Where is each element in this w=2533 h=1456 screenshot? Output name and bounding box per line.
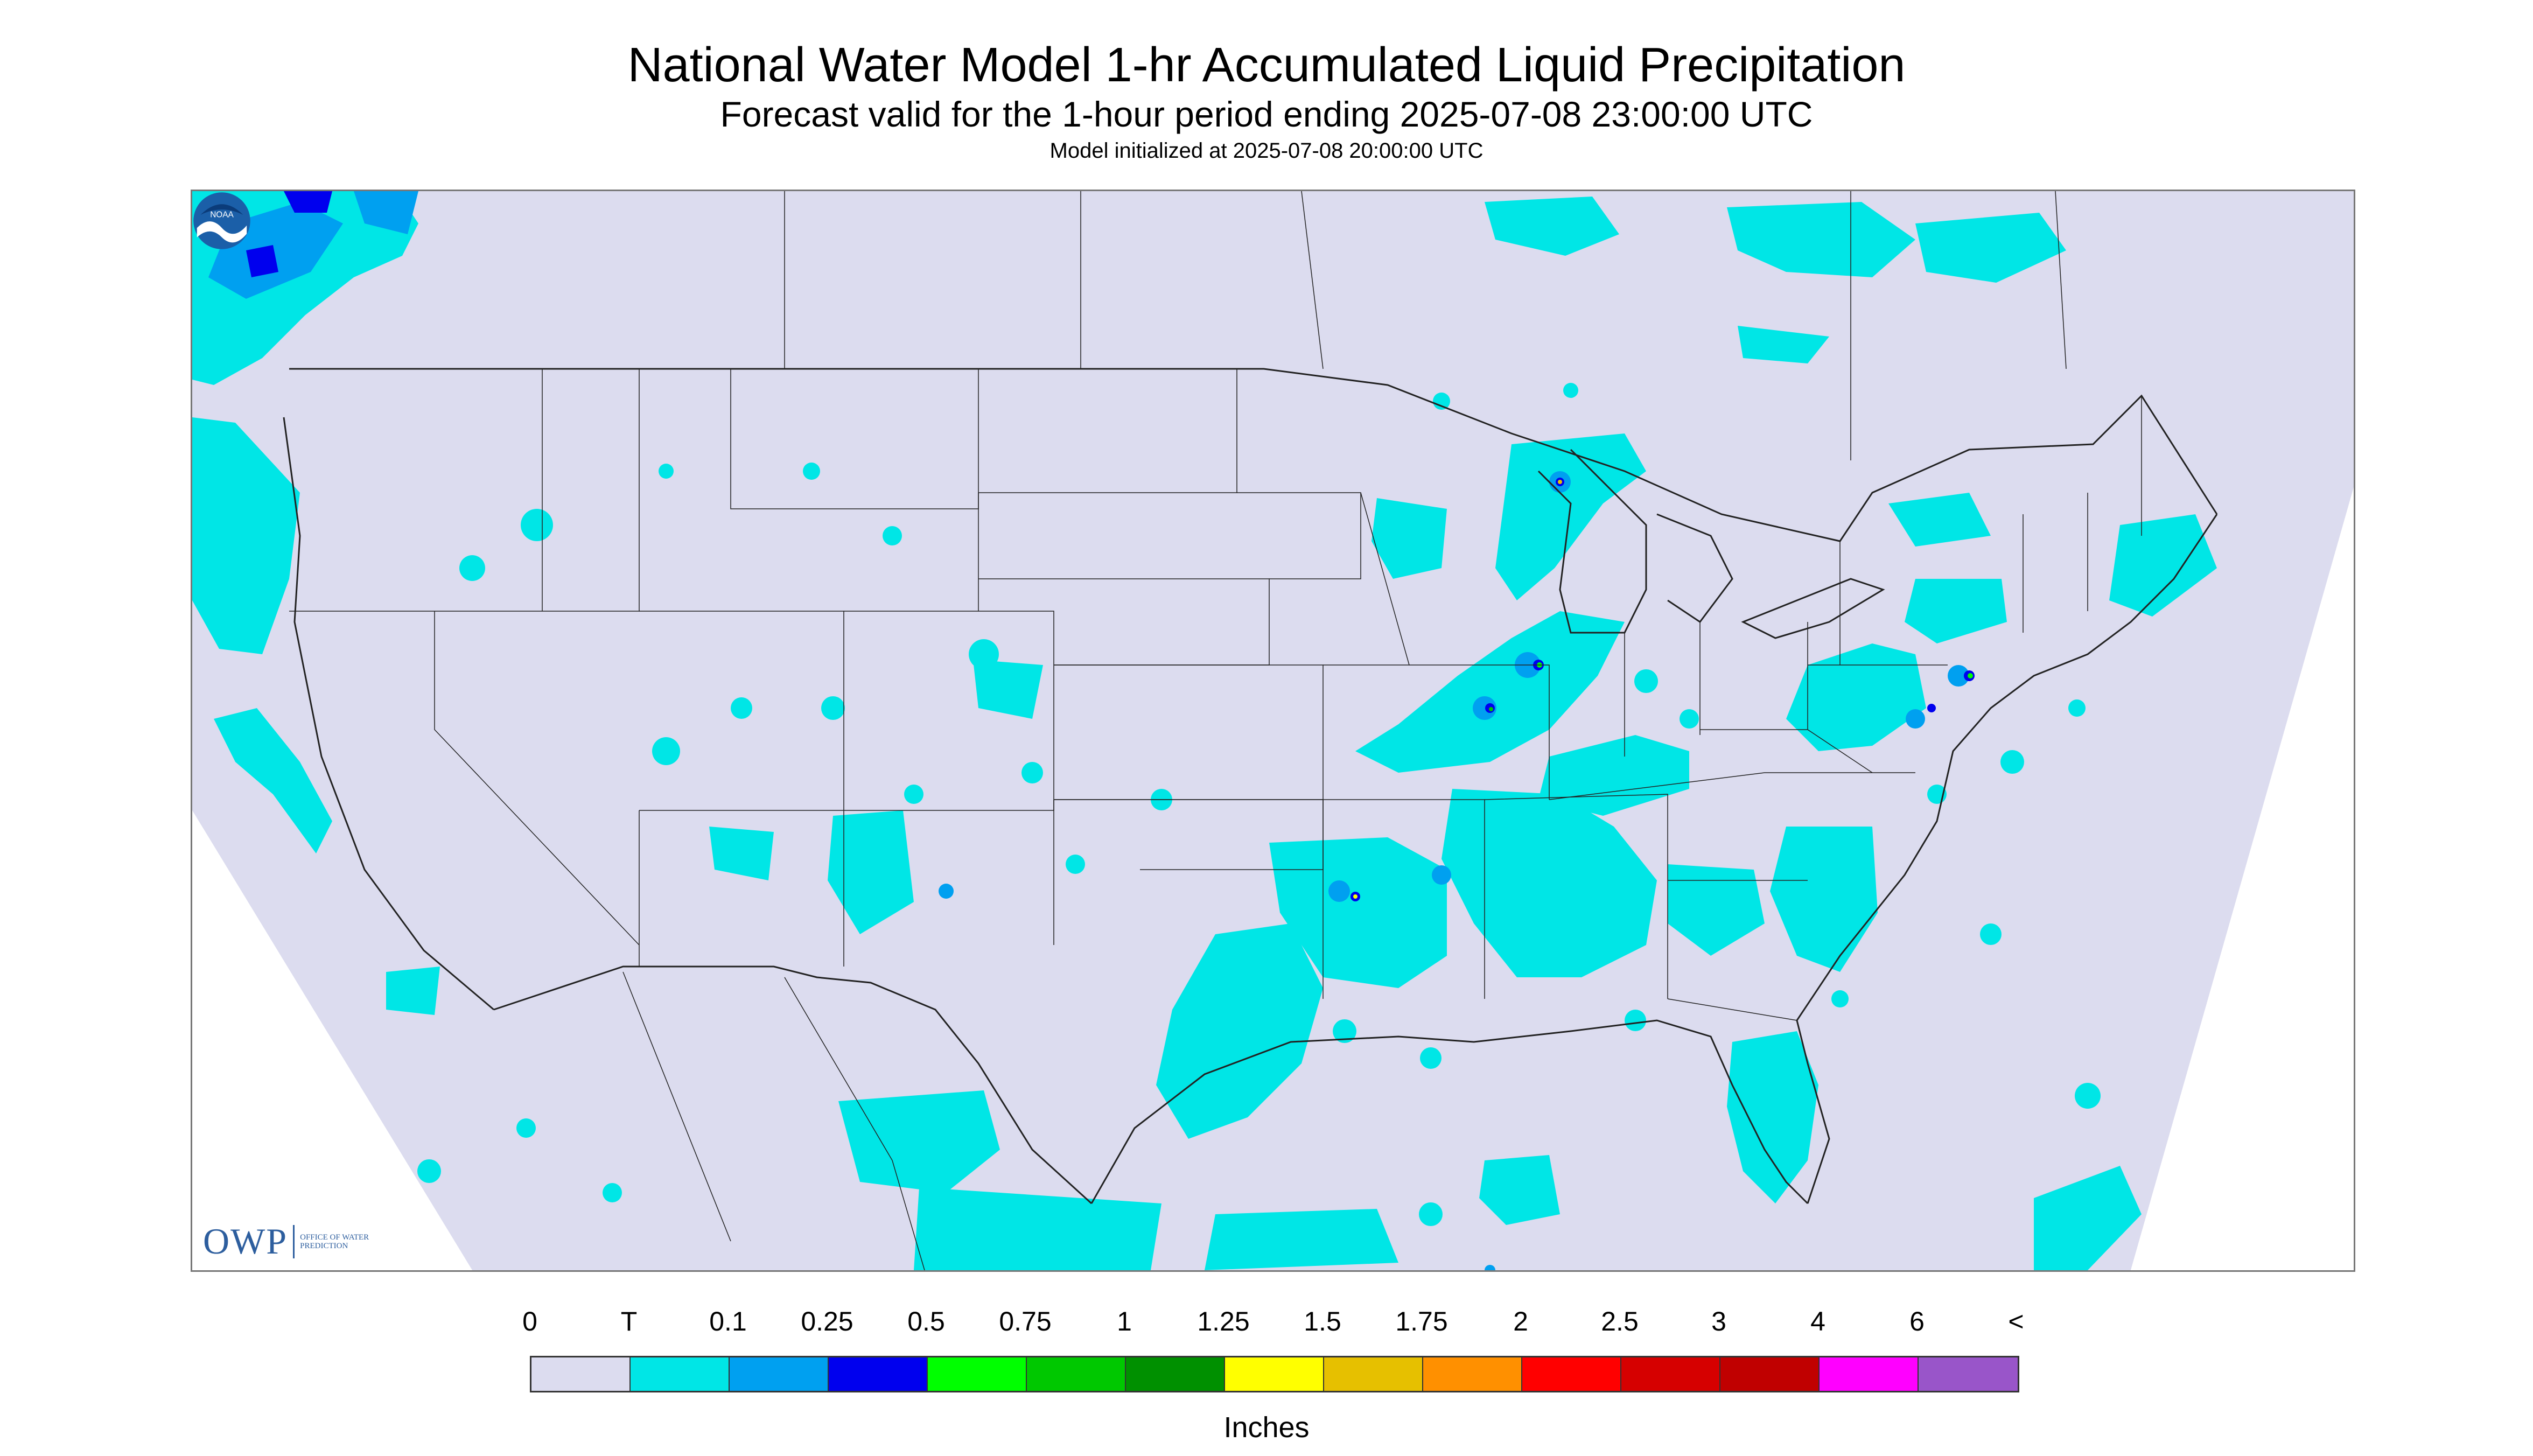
owp-logo-divider [293, 1224, 295, 1258]
legend-label: 0.75 [999, 1306, 1052, 1336]
precip-bc-heavy [284, 191, 332, 213]
legend-label: 1 [1117, 1306, 1132, 1336]
legend-label: 1.5 [1304, 1306, 1341, 1336]
color-legend [530, 1356, 2019, 1392]
legend-swatch [1919, 1357, 2018, 1391]
precip-az [709, 827, 774, 880]
precip-ca-coast [214, 708, 332, 853]
legend-swatch [1720, 1357, 1820, 1391]
precip-bc-heavy-2 [246, 245, 278, 277]
legend-swatch [631, 1357, 730, 1391]
us-mexico-border [493, 965, 1093, 1205]
noaa-logo-text: NOAA [210, 210, 234, 219]
precip-georgia [1668, 864, 1765, 956]
legend-label: 1.75 [1395, 1306, 1448, 1336]
legend-label: < [2008, 1306, 2024, 1336]
precip-upper-mi [1495, 433, 1646, 600]
owp-logo-letters: OWP [203, 1221, 288, 1262]
pacific-coast [283, 417, 494, 1011]
legend-label: T [620, 1306, 638, 1336]
precip-pa-ny [1905, 579, 2007, 643]
precip-canada-nw [1485, 197, 1619, 256]
precipitation-map: OWP OFFICE OF WATER PREDICTION NOAA [191, 190, 2355, 1272]
legend-label: 6 [1909, 1306, 1925, 1336]
gulf-coast [1090, 1019, 1809, 1205]
precip-atlantic-e [2034, 1166, 2142, 1270]
legend-label: 2.5 [1601, 1306, 1639, 1336]
legend-swatch [1324, 1357, 1423, 1391]
precip-mex-sw [838, 1090, 1000, 1193]
legend-swatch [1027, 1357, 1126, 1391]
precip-mid-atlantic [1786, 643, 1926, 751]
precip-bc-coast [192, 417, 300, 654]
legend-swatch [730, 1357, 829, 1391]
precip-canada-n [1727, 202, 1915, 277]
map-title: National Water Model 1-hr Accumulated Li… [627, 38, 1906, 92]
legend-label: 4 [1810, 1306, 1825, 1336]
precip-florida [1727, 1031, 1818, 1203]
forecast-valid-subtitle: Forecast valid for the 1-hour period end… [720, 94, 1813, 134]
precip-co [973, 660, 1043, 719]
precip-tn-valley [1442, 789, 1657, 977]
legend-swatch [928, 1357, 1027, 1391]
precip-mex-s [914, 1187, 1161, 1270]
legend-swatch [1820, 1357, 1919, 1391]
us-canada-border [289, 368, 2218, 542]
precip-baja-gulf [386, 967, 440, 1015]
precip-gulf-south [1479, 1155, 1560, 1225]
legend-units: Inches [1223, 1411, 1310, 1444]
precip-ohio-valley [1538, 735, 1689, 816]
precip-yucatan-gulf [1205, 1209, 1398, 1270]
precip-ontario [1738, 326, 1829, 363]
precip-carolinas [1770, 827, 1878, 972]
legend-label: 0 [522, 1306, 537, 1336]
legend-labels: 0 T 0.1 0.25 0.5 0.75 1 1.25 1.5 1.75 2 2.5 3 4 6 < [0, 1306, 2533, 1343]
precip-texas-coast [1156, 923, 1323, 1139]
noaa-logo: NOAA [193, 192, 250, 249]
great-lakes-huron [1656, 513, 1733, 624]
legend-swatch [531, 1357, 631, 1391]
atlantic-coast [1796, 514, 2218, 1204]
owp-logo: OWP OFFICE OF WATER PREDICTION [203, 1220, 381, 1263]
owp-logo-text: OFFICE OF WATER PREDICTION [300, 1233, 369, 1250]
precip-bc-inner [354, 191, 418, 234]
great-lakes-erie [1741, 578, 1885, 639]
legend-swatch [1522, 1357, 1621, 1391]
legend-swatch [1225, 1357, 1324, 1391]
legend-label: 0.5 [907, 1306, 945, 1336]
precip-ny-canal [1888, 493, 1991, 547]
legend-swatch [829, 1357, 928, 1391]
legend-label: 0.25 [801, 1306, 853, 1336]
legend-label: 1.25 [1197, 1306, 1250, 1336]
precip-new-england [2109, 514, 2217, 617]
precip-wisconsin [1372, 498, 1447, 579]
trace-precip-areas [192, 191, 2217, 1270]
model-init-text: Model initialized at 2025-07-08 20:00:00… [1049, 139, 1484, 163]
state-lines [289, 191, 2142, 1270]
model-domain [192, 191, 2354, 1270]
legend-swatch [1126, 1357, 1225, 1391]
legend-swatch [1621, 1357, 1720, 1391]
precip-nm [828, 810, 914, 934]
precip-canada-ne [1915, 213, 2066, 283]
legend-label: 3 [1711, 1306, 1726, 1336]
legend-label: 0.1 [709, 1306, 747, 1336]
precip-illinois [1355, 611, 1625, 773]
map-canvas [192, 191, 2354, 1270]
legend-swatch [1423, 1357, 1522, 1391]
precip-arklatex [1269, 837, 1447, 988]
legend-label: 2 [1513, 1306, 1528, 1336]
